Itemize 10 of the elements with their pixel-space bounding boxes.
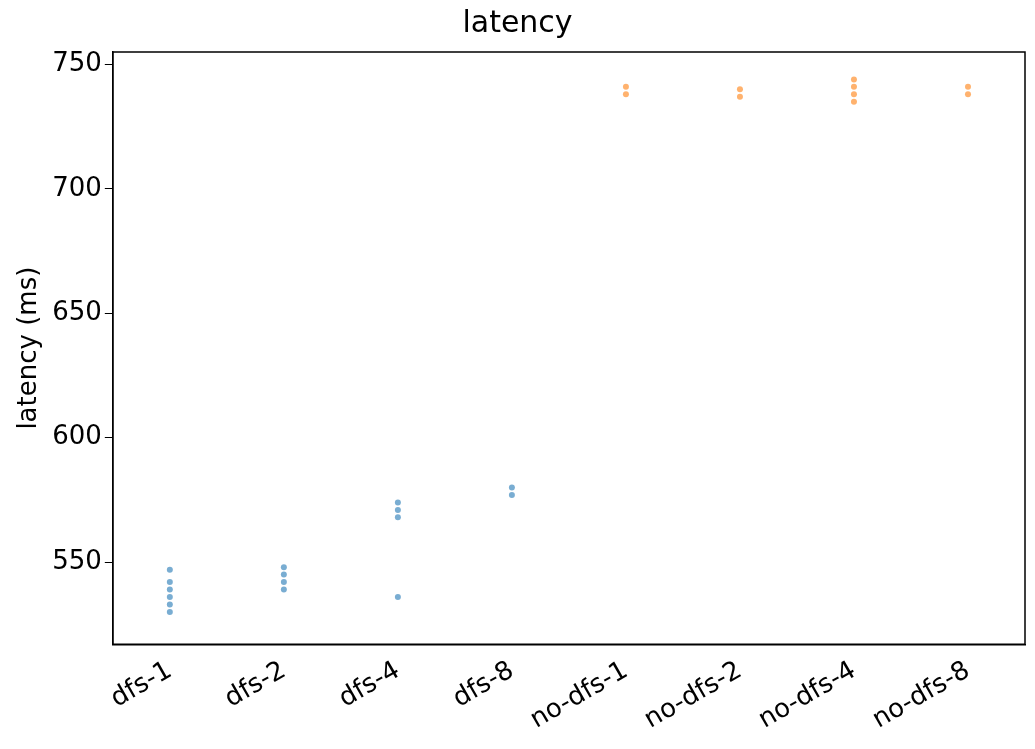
x-tick-label: dfs-2	[218, 653, 291, 713]
x-tick-label: dfs-8	[446, 653, 519, 713]
chart-title: latency	[462, 3, 573, 39]
y-tick-label: 550	[52, 544, 102, 575]
y-axis-title: latency (ms)	[12, 266, 43, 430]
y-tick-label: 750	[52, 47, 102, 78]
y-tick-label: 600	[52, 420, 102, 451]
y-tick-label: 650	[52, 296, 102, 327]
x-tick-label: dfs-1	[104, 653, 177, 713]
y-tick-label: 700	[52, 171, 102, 202]
